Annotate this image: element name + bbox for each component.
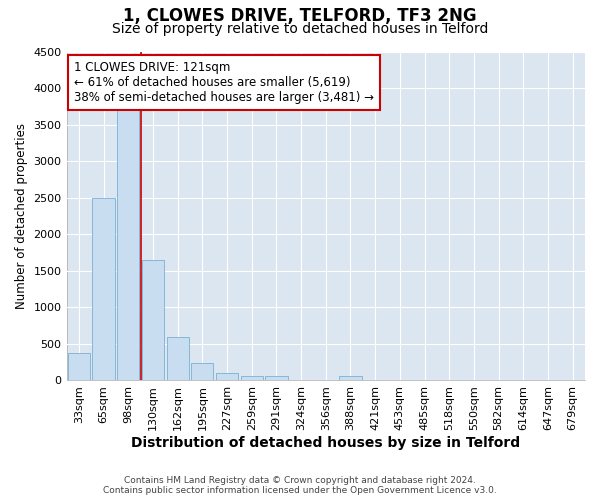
Bar xyxy=(216,373,238,380)
X-axis label: Distribution of detached houses by size in Telford: Distribution of detached houses by size … xyxy=(131,436,520,450)
Bar xyxy=(117,106,139,380)
Bar xyxy=(241,376,263,380)
Bar xyxy=(92,198,115,380)
Text: 1, CLOWES DRIVE, TELFORD, TF3 2NG: 1, CLOWES DRIVE, TELFORD, TF3 2NG xyxy=(123,8,477,26)
Bar xyxy=(167,336,189,380)
Bar xyxy=(191,362,214,380)
Text: 1 CLOWES DRIVE: 121sqm
← 61% of detached houses are smaller (5,619)
38% of semi-: 1 CLOWES DRIVE: 121sqm ← 61% of detached… xyxy=(74,62,374,104)
Bar xyxy=(340,376,362,380)
Bar xyxy=(265,376,287,380)
Text: Size of property relative to detached houses in Telford: Size of property relative to detached ho… xyxy=(112,22,488,36)
Y-axis label: Number of detached properties: Number of detached properties xyxy=(15,123,28,309)
Text: Contains HM Land Registry data © Crown copyright and database right 2024.
Contai: Contains HM Land Registry data © Crown c… xyxy=(103,476,497,495)
Bar xyxy=(68,353,90,380)
Bar xyxy=(142,260,164,380)
